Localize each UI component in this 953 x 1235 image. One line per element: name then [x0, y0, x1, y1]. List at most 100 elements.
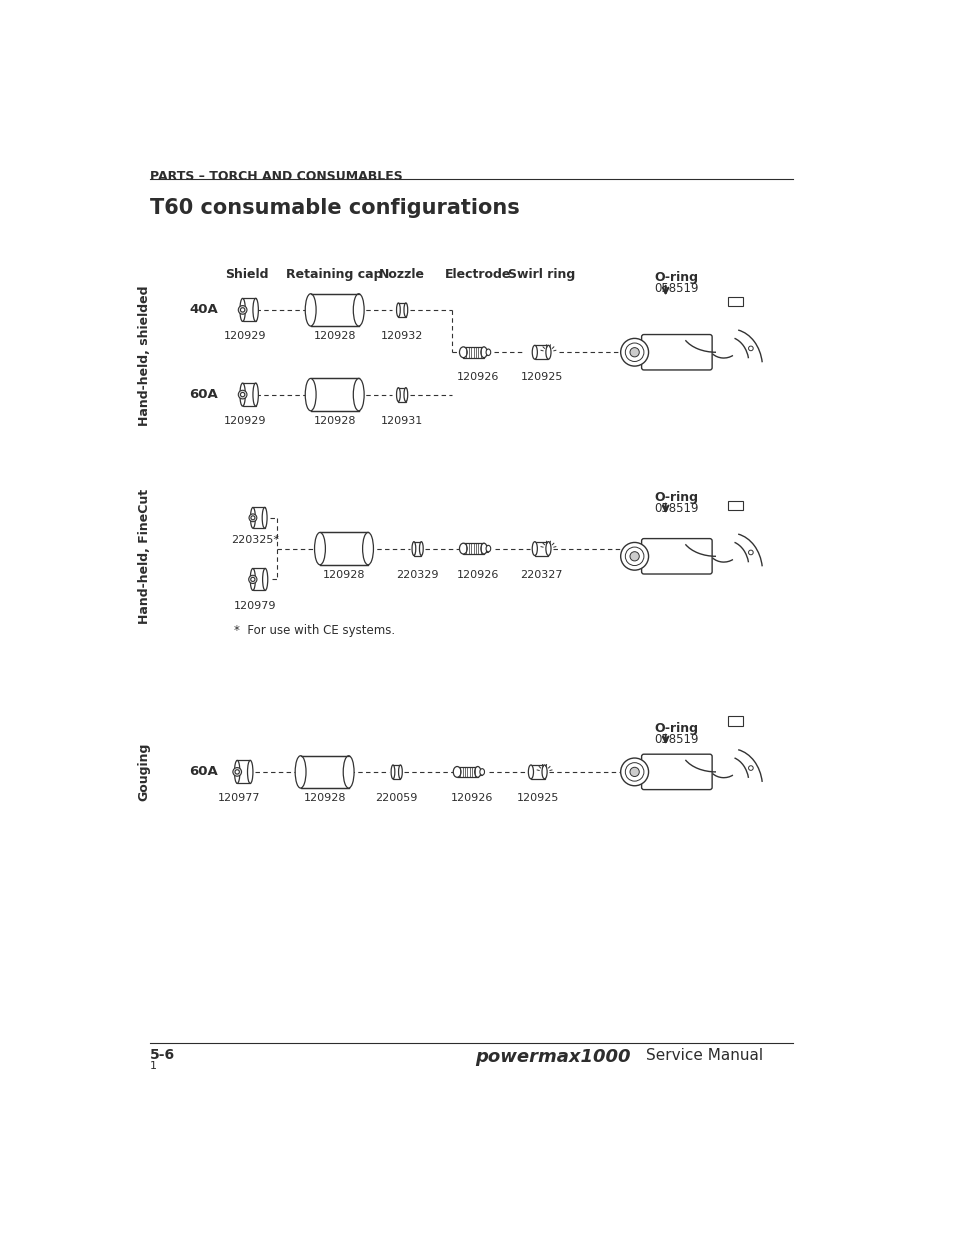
- Ellipse shape: [545, 542, 551, 556]
- Text: 058519: 058519: [654, 501, 698, 515]
- Text: 120928: 120928: [314, 416, 355, 426]
- Circle shape: [233, 768, 241, 777]
- Text: 120979: 120979: [233, 601, 275, 611]
- Text: Shield: Shield: [225, 268, 269, 280]
- Text: 120932: 120932: [380, 331, 423, 341]
- Text: 120926: 120926: [456, 372, 498, 383]
- Ellipse shape: [234, 761, 239, 783]
- Text: Gouging: Gouging: [137, 742, 151, 802]
- Text: powermax1000: powermax1000: [475, 1047, 630, 1066]
- Ellipse shape: [419, 542, 423, 556]
- Ellipse shape: [353, 294, 364, 326]
- Bar: [319, 532, 368, 564]
- Circle shape: [251, 577, 254, 582]
- Ellipse shape: [250, 568, 255, 590]
- Circle shape: [251, 516, 254, 520]
- Ellipse shape: [362, 532, 373, 564]
- Circle shape: [240, 393, 245, 396]
- Text: 120929: 120929: [223, 331, 266, 341]
- Text: Hand-held, shielded: Hand-held, shielded: [137, 285, 151, 426]
- Text: 120928: 120928: [322, 571, 365, 580]
- Text: 120931: 120931: [380, 416, 423, 426]
- Circle shape: [249, 514, 256, 521]
- Bar: [242, 383, 255, 406]
- Ellipse shape: [528, 764, 533, 779]
- Circle shape: [624, 763, 643, 782]
- Ellipse shape: [532, 542, 537, 556]
- Text: Electrode: Electrode: [444, 268, 511, 280]
- Ellipse shape: [485, 546, 490, 552]
- Circle shape: [629, 767, 639, 777]
- Text: 120925: 120925: [520, 372, 562, 383]
- Text: 5-6: 5-6: [150, 1047, 175, 1062]
- Text: Swirl ring: Swirl ring: [507, 268, 575, 280]
- Bar: [253, 568, 265, 590]
- Text: 058519: 058519: [654, 282, 698, 295]
- Ellipse shape: [305, 378, 315, 411]
- Text: 220059: 220059: [375, 793, 417, 804]
- Ellipse shape: [459, 543, 467, 555]
- Ellipse shape: [403, 303, 407, 317]
- Bar: [531, 764, 544, 779]
- Text: 120928: 120928: [303, 793, 346, 804]
- Ellipse shape: [453, 767, 460, 777]
- Circle shape: [238, 390, 247, 399]
- Text: 120928: 120928: [314, 331, 355, 341]
- Bar: [300, 756, 348, 788]
- Text: 1: 1: [150, 1061, 157, 1072]
- Ellipse shape: [262, 568, 268, 590]
- Bar: [483, 350, 488, 356]
- Text: 120926: 120926: [456, 571, 498, 580]
- Ellipse shape: [459, 347, 467, 358]
- Bar: [727, 296, 742, 306]
- Bar: [253, 508, 264, 529]
- Bar: [463, 347, 483, 358]
- Circle shape: [620, 338, 648, 366]
- Circle shape: [620, 542, 648, 571]
- Text: 120977: 120977: [218, 793, 260, 804]
- Ellipse shape: [479, 768, 484, 776]
- Ellipse shape: [253, 299, 258, 321]
- Ellipse shape: [314, 532, 325, 564]
- Ellipse shape: [403, 388, 407, 401]
- Circle shape: [748, 346, 753, 351]
- Text: 120929: 120929: [223, 416, 266, 426]
- Bar: [463, 543, 483, 555]
- Bar: [535, 346, 548, 359]
- Bar: [237, 761, 250, 783]
- Text: 058519: 058519: [654, 732, 698, 746]
- Text: *  For use with CE systems.: * For use with CE systems.: [233, 624, 395, 637]
- Ellipse shape: [396, 303, 400, 317]
- Circle shape: [234, 769, 239, 774]
- Bar: [398, 303, 405, 317]
- Bar: [477, 768, 481, 776]
- FancyBboxPatch shape: [641, 335, 711, 370]
- Circle shape: [748, 550, 753, 555]
- Ellipse shape: [239, 299, 245, 321]
- Text: 60A: 60A: [189, 766, 217, 778]
- Text: 60A: 60A: [189, 388, 217, 401]
- Circle shape: [748, 766, 753, 771]
- Text: 220327: 220327: [519, 571, 562, 580]
- Bar: [727, 716, 742, 726]
- Bar: [242, 299, 255, 321]
- Bar: [456, 767, 477, 777]
- Text: 220329: 220329: [395, 571, 438, 580]
- Text: Hand-held, FineCut: Hand-held, FineCut: [137, 489, 151, 624]
- Text: Service Manual: Service Manual: [645, 1047, 762, 1062]
- Circle shape: [620, 758, 648, 785]
- Ellipse shape: [485, 350, 490, 356]
- Ellipse shape: [541, 764, 547, 779]
- Text: 120926: 120926: [450, 793, 493, 804]
- FancyBboxPatch shape: [641, 755, 711, 789]
- Ellipse shape: [532, 346, 537, 359]
- Text: O-ring: O-ring: [654, 721, 698, 735]
- Bar: [393, 764, 400, 779]
- Ellipse shape: [475, 767, 480, 777]
- Ellipse shape: [396, 388, 400, 401]
- Bar: [398, 388, 405, 401]
- Bar: [311, 378, 358, 411]
- Ellipse shape: [480, 543, 487, 555]
- Ellipse shape: [545, 346, 551, 359]
- Text: Nozzle: Nozzle: [378, 268, 425, 280]
